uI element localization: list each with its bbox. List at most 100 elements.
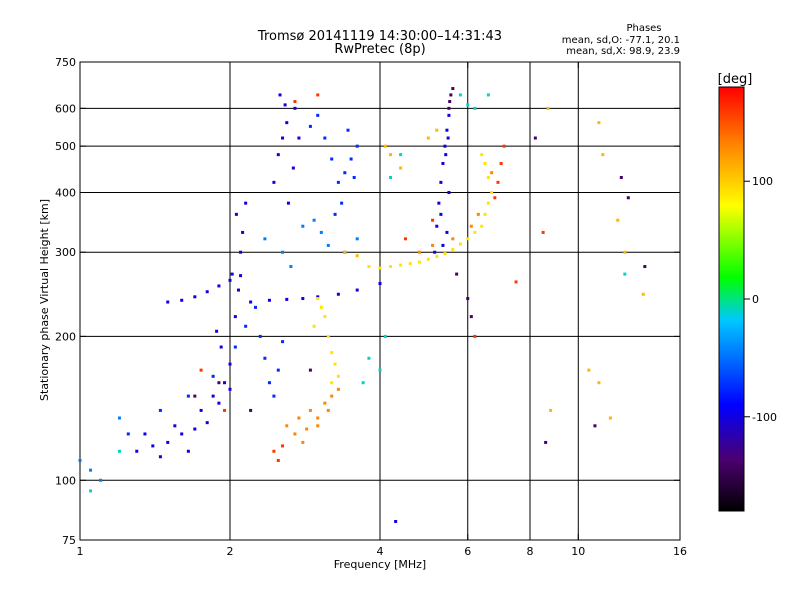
data-point: [458, 242, 462, 246]
data-point: [480, 224, 484, 228]
data-point: [641, 292, 645, 296]
data-point: [533, 136, 537, 140]
data-point: [319, 305, 323, 309]
data-point: [493, 196, 497, 200]
data-point: [486, 201, 490, 205]
data-point: [316, 424, 320, 428]
data-point: [439, 212, 443, 216]
data-point: [326, 334, 330, 338]
data-point: [199, 368, 203, 372]
data-point: [469, 224, 473, 228]
data-point: [445, 230, 449, 234]
data-point: [330, 394, 334, 398]
y-tick-label: 500: [55, 140, 76, 153]
data-point: [78, 458, 82, 462]
data-point: [326, 408, 330, 412]
x-axis-label: Frequency [MHz]: [334, 558, 426, 571]
data-point: [319, 230, 323, 234]
data-point: [408, 262, 412, 266]
data-point: [619, 175, 623, 179]
data-point: [281, 444, 285, 448]
data-point: [301, 297, 305, 301]
data-point: [166, 440, 170, 444]
data-point: [301, 224, 305, 228]
data-point: [473, 230, 477, 234]
data-point: [330, 351, 334, 355]
data-point: [441, 161, 445, 165]
data-point: [272, 394, 276, 398]
data-point: [234, 212, 238, 216]
data-point: [426, 257, 430, 261]
data-point: [441, 243, 445, 247]
data-point: [308, 368, 312, 372]
data-point: [316, 295, 320, 299]
data-point: [308, 408, 312, 412]
data-point: [205, 290, 209, 294]
data-point: [361, 381, 365, 385]
colorbar-ticks: 100 0 -100: [744, 175, 777, 424]
data-point: [239, 250, 243, 254]
data-point: [435, 128, 439, 132]
data-point: [236, 288, 240, 292]
data-point: [437, 201, 441, 205]
data-point: [217, 284, 221, 288]
data-point: [173, 424, 177, 428]
data-point: [445, 128, 449, 132]
data-point: [305, 427, 309, 431]
data-point: [89, 489, 93, 493]
data-point: [447, 106, 451, 110]
data-point: [293, 432, 297, 436]
data-point: [333, 362, 337, 366]
data-point: [355, 254, 359, 258]
data-point: [451, 87, 455, 91]
data-point: [272, 449, 276, 453]
data-point: [476, 212, 480, 216]
data-point: [383, 144, 387, 148]
data-point: [367, 265, 371, 269]
data-point: [258, 334, 262, 338]
data-point: [449, 93, 453, 97]
data-point: [336, 180, 340, 184]
y-tick-label: 750: [55, 56, 76, 69]
data-point: [447, 113, 451, 117]
chart-subtitle: RwPretec (8p): [334, 42, 425, 57]
data-point: [278, 93, 282, 97]
data-point: [480, 153, 484, 157]
data-point: [446, 136, 450, 140]
data-point: [233, 315, 237, 319]
data-point: [383, 334, 387, 338]
data-point: [263, 237, 267, 241]
data-point: [323, 315, 327, 319]
data-point: [389, 153, 393, 157]
data-point: [293, 100, 297, 104]
data-point: [253, 305, 257, 309]
data-point: [244, 201, 248, 205]
colorbar-gradient: [718, 86, 745, 512]
data-point: [301, 440, 305, 444]
data-point: [330, 157, 334, 161]
data-point: [205, 421, 209, 425]
data-point: [217, 401, 221, 405]
data-point: [233, 345, 237, 349]
data-point: [297, 416, 301, 420]
data-point: [426, 136, 430, 140]
data-point: [316, 297, 320, 301]
data-point: [349, 157, 353, 161]
data-point: [223, 381, 227, 385]
data-point: [403, 237, 407, 241]
data-point: [444, 153, 448, 157]
x-tick-label: 10: [571, 545, 585, 558]
data-point: [263, 356, 267, 360]
data-point: [281, 136, 285, 140]
data-point: [486, 175, 490, 179]
x-tick-label: 4: [377, 545, 384, 558]
data-point: [158, 455, 162, 459]
data-point: [466, 237, 470, 241]
data-point: [514, 280, 518, 284]
data-point: [316, 113, 320, 117]
data-point: [623, 272, 627, 276]
data-point: [343, 171, 347, 175]
data-point: [431, 218, 435, 222]
data-point: [378, 368, 382, 372]
